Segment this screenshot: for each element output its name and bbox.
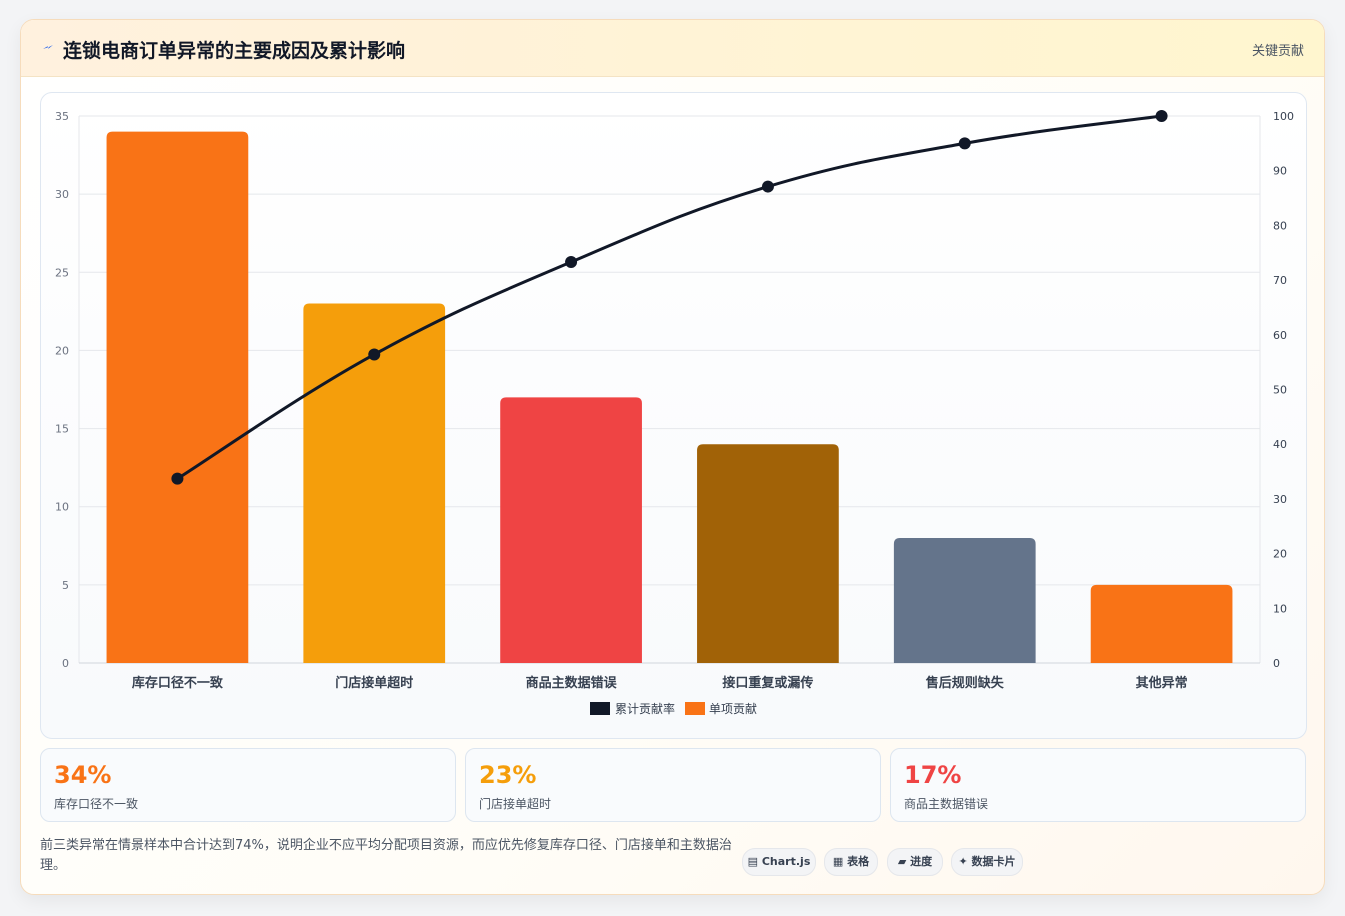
cumulative-point	[171, 472, 184, 485]
cumulative-point	[958, 137, 971, 150]
cumulative-point	[761, 180, 774, 193]
bar	[106, 131, 249, 664]
cumulative-point	[1155, 110, 1168, 122]
legend-label: 累计贡献率	[615, 701, 675, 716]
card-header: 连锁电商订单异常的主要成因及累计影响 关键贡献	[21, 20, 1324, 77]
y-tick-label: 20	[55, 344, 69, 357]
page-title: 连锁电商订单异常的主要成因及累计影响	[63, 40, 406, 62]
y2-tick-label: 10	[1273, 602, 1287, 615]
y-tick-label: 5	[62, 579, 69, 592]
chip-progress[interactable]: ▰ 进度	[887, 848, 943, 876]
y-tick-label: 25	[55, 266, 69, 279]
y2-tick-label: 20	[1273, 548, 1287, 561]
stat-value: 34%	[54, 761, 112, 789]
y2-tick-label: 80	[1273, 219, 1287, 232]
y-tick-label: 30	[55, 188, 69, 201]
y2-tick-label: 70	[1273, 274, 1287, 287]
stat-card-3: 17% 商品主数据错误	[890, 748, 1306, 822]
chart-panel: 0 5 10 15 20 25 30 35 0 10 20 30 40 50 60 70 80 90 100 库存口径…	[40, 92, 1307, 739]
chip-label: 表格	[847, 855, 870, 868]
y-tick-label: 15	[55, 423, 69, 436]
bar	[500, 397, 642, 663]
x-tick-label: 门店接单超时	[335, 675, 413, 691]
progress-icon: ▰	[897, 855, 907, 868]
chart-icon: ▤	[747, 855, 759, 868]
y2-tick-label: 50	[1273, 384, 1287, 397]
stat-card-1: 34% 库存口径不一致	[40, 748, 456, 822]
lightning-icon	[43, 45, 53, 49]
x-tick-label: 售后规则缺失	[926, 675, 1005, 691]
y2-tick-label: 90	[1273, 165, 1287, 178]
table-icon: ▦	[832, 855, 844, 868]
cumulative-point	[368, 348, 381, 361]
chip-label: Chart.js	[761, 855, 811, 868]
legend-swatch	[590, 702, 610, 715]
bar	[893, 537, 1036, 663]
stat-card-2: 23% 门店接单超时	[465, 748, 881, 822]
stat-label: 门店接单超时	[479, 797, 552, 811]
summary-text: 前三类异常在情景样本中合计达到74%，说明企业不应平均分配项目资源，而应优先修复…	[40, 838, 732, 873]
x-tick-label: 接口重复或漏传	[722, 675, 813, 691]
y2-tick-label: 0	[1273, 657, 1280, 670]
x-tick-label: 商品主数据错误	[526, 675, 618, 691]
chip-label: 数据卡片	[971, 855, 1016, 868]
stat-value: 23%	[479, 761, 537, 789]
stat-label: 商品主数据错误	[904, 797, 989, 811]
bar	[1090, 584, 1233, 663]
stat-label: 库存口径不一致	[54, 797, 139, 811]
y2-tick-label: 100	[1273, 110, 1294, 123]
x-tick-label: 库存口径不一致	[132, 675, 224, 691]
stat-value: 17%	[904, 761, 962, 789]
cumulative-point	[565, 256, 578, 269]
pareto-chart: 0 5 10 15 20 25 30 35 0 10 20 30 40 50 60 70 80 90 100 库存口径…	[55, 110, 1294, 716]
y-tick-label: 10	[55, 501, 69, 514]
x-tick-label: 其他异常	[1136, 675, 1188, 691]
bar	[303, 303, 446, 663]
chip-table[interactable]: ▦ 表格	[824, 848, 878, 876]
y2-tick-label: 60	[1273, 329, 1287, 342]
header-tag: 关键贡献	[1251, 44, 1304, 59]
cumulative-line	[176, 114, 1162, 480]
legend-label: 单项贡献	[709, 701, 757, 716]
y-tick-label: 35	[55, 110, 69, 123]
chip-data-card[interactable]: ✦ 数据卡片	[951, 848, 1023, 876]
report-card: 连锁电商订单异常的主要成因及累计影响 关键贡献 0 5 10 15 20 25 30 35 0 1…	[20, 19, 1325, 895]
y-tick-label: 0	[62, 657, 69, 670]
chip-chartjs[interactable]: ▤ Chart.js	[742, 848, 816, 876]
legend-swatch	[685, 702, 705, 715]
y2-tick-label: 30	[1273, 493, 1287, 506]
chip-label: 进度	[910, 855, 933, 868]
bar	[697, 444, 839, 663]
card-icon: ✦	[958, 855, 968, 868]
y2-tick-label: 40	[1273, 438, 1287, 451]
